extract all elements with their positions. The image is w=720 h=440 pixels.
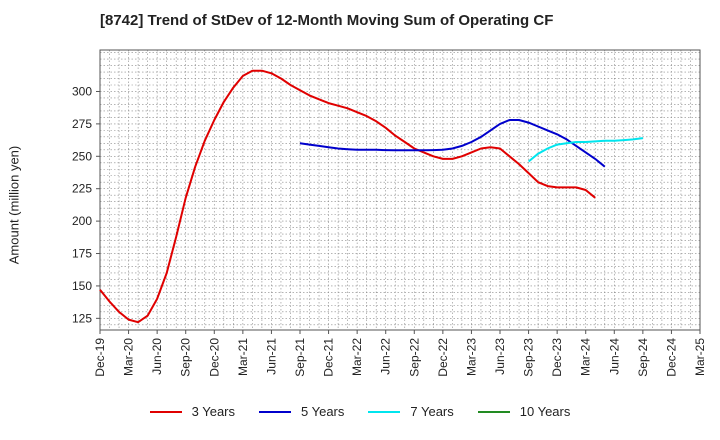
chart-title: [8742] Trend of StDev of 12-Month Moving… bbox=[100, 12, 554, 29]
legend-swatch-10-years bbox=[477, 410, 510, 413]
y-tick-label: 125 bbox=[72, 311, 92, 325]
y-tick-label: 275 bbox=[72, 117, 92, 131]
x-tick-label: Mar-22 bbox=[350, 338, 364, 376]
y-tick-label: 150 bbox=[72, 279, 92, 293]
x-tick-label: Mar-23 bbox=[464, 338, 478, 376]
x-tick-label: Dec-22 bbox=[436, 338, 450, 377]
legend-item-10-years: 10 Years bbox=[477, 404, 571, 419]
x-tick-label: Sep-23 bbox=[522, 338, 536, 377]
x-tick-label: Jun-24 bbox=[607, 338, 621, 375]
x-tick-label: Mar-24 bbox=[579, 338, 593, 376]
y-tick-label: 300 bbox=[72, 84, 92, 98]
series-line-3-years bbox=[99, 69, 596, 324]
x-tick-label: Dec-20 bbox=[207, 338, 221, 377]
legend-swatch-7-years bbox=[368, 410, 401, 413]
y-tick-label: 250 bbox=[72, 149, 92, 163]
legend-swatch-5-years bbox=[259, 410, 291, 413]
x-tick-label: Dec-24 bbox=[664, 338, 678, 377]
y-tick-label: 200 bbox=[72, 214, 92, 228]
x-tick-label: Dec-21 bbox=[322, 338, 336, 377]
legend-item-7-years: 7 Years bbox=[368, 404, 454, 419]
plot-area bbox=[100, 50, 700, 330]
x-tick-label: Sep-21 bbox=[293, 338, 307, 377]
x-tick-label: Mar-21 bbox=[236, 338, 250, 376]
x-tick-label: Jun-23 bbox=[493, 338, 507, 375]
x-tick-label: Mar-25 bbox=[693, 338, 707, 376]
legend-swatch-3-years bbox=[149, 410, 182, 413]
legend-label-10-years: 10 Years bbox=[519, 404, 571, 419]
x-tick-label: Mar-20 bbox=[122, 338, 136, 376]
series-line-5-years bbox=[299, 119, 606, 168]
series-line-7-years bbox=[527, 137, 644, 163]
legend-item-3-years: 3 Years bbox=[149, 404, 235, 419]
plot-frame bbox=[99, 49, 701, 331]
x-tick-label: Jun-22 bbox=[379, 338, 393, 375]
legend-label-7-years: 7 Years bbox=[410, 404, 454, 419]
y-tick-label: 175 bbox=[72, 247, 92, 261]
x-tick-label: Jun-21 bbox=[264, 338, 278, 375]
legend: 3 Years 5 Years 7 Years 10 Years bbox=[0, 404, 720, 419]
legend-label-3-years: 3 Years bbox=[191, 404, 235, 419]
legend-item-5-years: 5 Years bbox=[259, 404, 344, 419]
x-tick-label: Dec-19 bbox=[93, 338, 107, 377]
x-tick-label: Sep-20 bbox=[179, 338, 193, 377]
x-tick-label: Jun-20 bbox=[150, 338, 164, 375]
x-tick-label: Dec-23 bbox=[550, 338, 564, 377]
x-tick-label: Sep-22 bbox=[407, 338, 421, 377]
y-tick-label: 225 bbox=[72, 182, 92, 196]
legend-label-5-years: 5 Years bbox=[301, 404, 345, 419]
x-tick-label: Sep-24 bbox=[636, 338, 650, 377]
